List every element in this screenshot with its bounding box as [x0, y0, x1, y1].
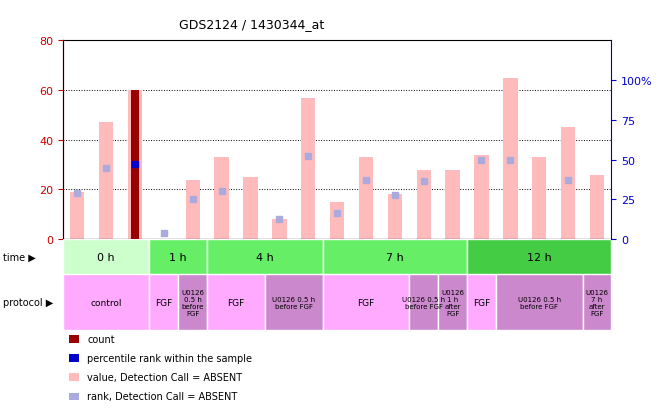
Bar [243, 178, 258, 240]
Bar [63, 240, 149, 275]
Text: count: count [87, 334, 115, 344]
Text: 12 h: 12 h [527, 252, 552, 262]
Bar [214, 158, 229, 240]
Bar [63, 275, 149, 330]
Text: 1 h: 1 h [169, 252, 187, 262]
Bar [186, 180, 200, 240]
Text: FGF: FGF [155, 298, 173, 307]
Bar [99, 123, 113, 240]
Text: FGF: FGF [358, 298, 375, 307]
Bar [207, 275, 265, 330]
Bar [272, 220, 287, 240]
Bar [149, 275, 178, 330]
Text: U0126
1 h
after
FGF: U0126 1 h after FGF [441, 289, 464, 316]
Bar [265, 275, 323, 330]
Text: U0126 0.5 h
before FGF: U0126 0.5 h before FGF [272, 296, 315, 309]
Bar [323, 240, 467, 275]
Bar [178, 275, 207, 330]
Text: FGF: FGF [227, 298, 245, 307]
Text: U0126
0.5 h
before
FGF: U0126 0.5 h before FGF [181, 289, 204, 316]
Bar [70, 192, 85, 240]
Bar [467, 275, 496, 330]
Text: U0126 0.5 h
before FGF: U0126 0.5 h before FGF [518, 296, 561, 309]
Bar [330, 202, 344, 240]
Bar [590, 175, 604, 240]
Bar [532, 158, 547, 240]
Bar [582, 275, 611, 330]
Bar [475, 155, 488, 240]
Bar [503, 78, 518, 240]
Bar [416, 170, 431, 240]
Text: GDS2124 / 1430344_at: GDS2124 / 1430344_at [178, 18, 324, 31]
Bar [446, 170, 460, 240]
Text: protocol ▶: protocol ▶ [3, 297, 54, 308]
Text: rank, Detection Call = ABSENT: rank, Detection Call = ABSENT [87, 391, 237, 401]
Text: U0126 0.5 h
before FGF: U0126 0.5 h before FGF [402, 296, 446, 309]
Bar [359, 158, 373, 240]
Text: 7 h: 7 h [386, 252, 404, 262]
Bar [467, 240, 611, 275]
Bar [409, 275, 438, 330]
Text: FGF: FGF [473, 298, 490, 307]
Text: value, Detection Call = ABSENT: value, Detection Call = ABSENT [87, 372, 243, 382]
Bar [323, 275, 409, 330]
Bar [131, 91, 139, 240]
Text: U0126
7 h
after
FGF: U0126 7 h after FGF [586, 289, 609, 316]
Text: control: control [91, 298, 122, 307]
Bar [149, 240, 207, 275]
Bar [387, 195, 402, 240]
Text: 0 h: 0 h [97, 252, 115, 262]
Bar [207, 240, 323, 275]
Bar [561, 128, 575, 240]
Bar [496, 275, 582, 330]
Text: 4 h: 4 h [256, 252, 274, 262]
Bar [438, 275, 467, 330]
Text: time ▶: time ▶ [3, 252, 36, 262]
Bar [128, 91, 142, 240]
Bar [301, 98, 315, 240]
Text: percentile rank within the sample: percentile rank within the sample [87, 353, 253, 363]
